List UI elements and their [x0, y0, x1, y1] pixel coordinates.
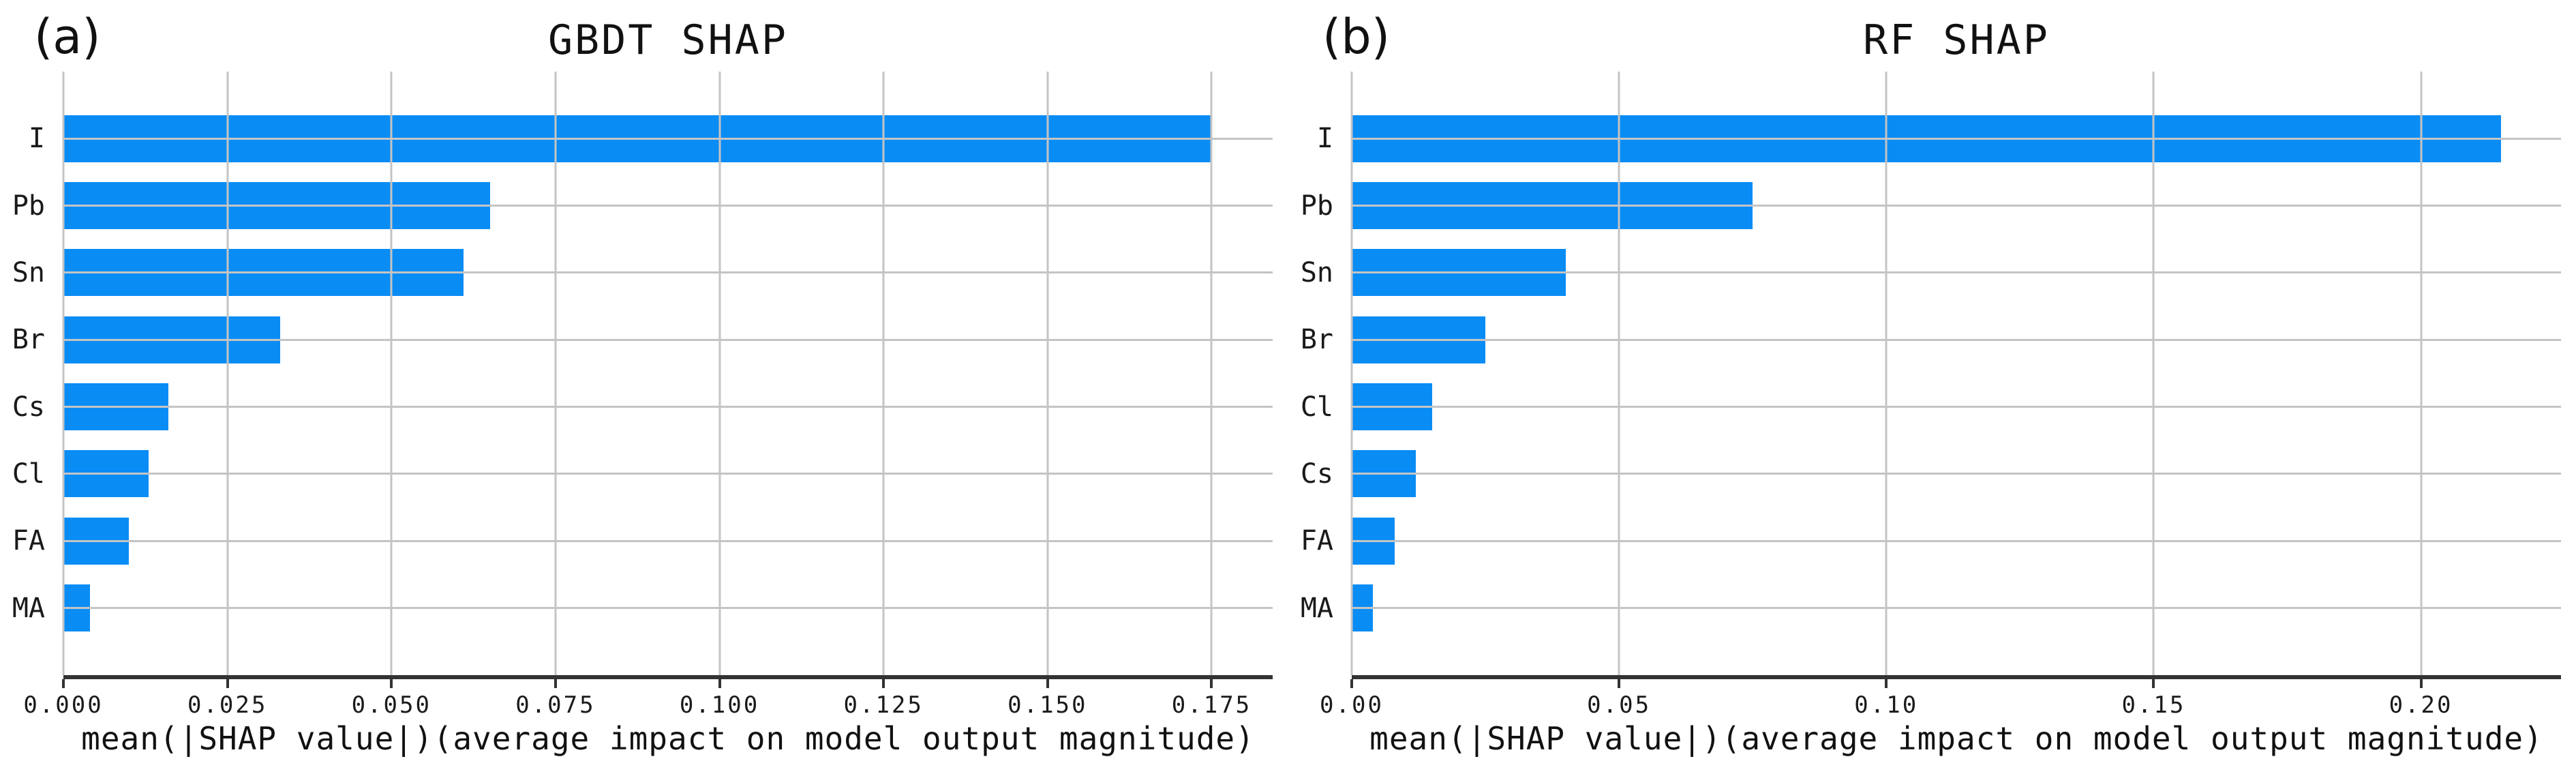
category-label-I: I [28, 123, 45, 155]
vertical-gridline-0.175 [1210, 72, 1213, 675]
x-tick-mark [62, 679, 65, 688]
vertical-gridline-0.10 [1885, 72, 1888, 675]
horizontal-gridline-Br [1352, 338, 2561, 341]
x-tick-mark [1210, 679, 1213, 688]
x-tick-mark [2419, 679, 2423, 688]
horizontal-gridline-Cl [63, 473, 1273, 475]
x-tick-mark [390, 679, 393, 688]
x-tick-label: 0.100 [679, 691, 760, 719]
x-tick-label: 0.15 [2121, 691, 2186, 719]
category-label-Br: Br [1300, 324, 1333, 356]
x-tick-label: 0.125 [843, 691, 924, 719]
x-tick-label: 0.00 [1320, 691, 1384, 719]
x-axis-line [63, 675, 1273, 679]
category-label-Cl: Cl [1300, 391, 1333, 423]
category-label-Br: Br [12, 324, 45, 356]
category-label-MA: MA [1300, 592, 1333, 624]
vertical-gridline-0.15 [2152, 72, 2155, 675]
y-axis-category-labels: I Pb Sn Br Cs Cl FA MA [0, 72, 45, 675]
horizontal-gridline-FA [63, 539, 1273, 542]
x-tick-mark [554, 679, 557, 688]
x-tick-mark [226, 679, 229, 688]
vertical-gridline-0.00 [1350, 72, 1353, 675]
horizontal-gridline-I [1352, 137, 2561, 140]
category-label-Sn: Sn [12, 256, 45, 288]
category-label-Cs: Cs [1300, 458, 1333, 490]
x-tick-mark [2152, 679, 2155, 688]
horizontal-gridline-Sn [63, 271, 1273, 274]
panel-rf-shap: (b) RF SHAP I Pb Sn Br Cl Cs FA MA 0.00 0.05 0.10… [1288, 0, 2576, 774]
category-label-Pb: Pb [12, 190, 45, 222]
panel-label-a: (a) [34, 9, 101, 65]
x-tick-label: 0.050 [351, 691, 431, 719]
vertical-gridline-0.150 [1046, 72, 1049, 675]
vertical-gridline-0.100 [718, 72, 721, 675]
plot-area-rf: 0.00 0.05 0.10 0.15 0.20 [1320, 72, 2561, 719]
vertical-gridline-0.000 [62, 72, 65, 675]
horizontal-gridline-FA [1352, 539, 2561, 542]
chart-title-rf: RF SHAP [1863, 16, 2050, 64]
x-axis-label: mean(|SHAP value|)(average impact on mod… [81, 720, 1255, 757]
category-label-FA: FA [1300, 525, 1333, 557]
category-label-I: I [1316, 123, 1333, 155]
horizontal-gridline-Cl [1352, 406, 2561, 408]
x-tick-mark [1618, 679, 1621, 688]
category-label-Pb: Pb [1300, 190, 1333, 222]
category-label-MA: MA [12, 592, 45, 624]
plot-area-gbdt: 0.000 0.025 0.050 0.075 0.100 0.125 0.150 0.175 [23, 72, 1273, 719]
horizontal-gridline-Pb [1352, 205, 2561, 207]
horizontal-gridline-Cs [1352, 473, 2561, 475]
horizontal-gridline-MA [1352, 607, 2561, 610]
x-tick-label: 0.10 [1854, 691, 1919, 719]
x-tick-label: 0.175 [1171, 691, 1252, 719]
y-axis-category-labels: I Pb Sn Br Cl Cs FA MA [1288, 72, 1333, 675]
x-tick-label: 0.05 [1587, 691, 1652, 719]
category-label-FA: FA [12, 525, 45, 557]
vertical-gridline-0.20 [2420, 72, 2423, 675]
vertical-gridline-0.075 [554, 72, 557, 675]
x-tick-mark [1885, 679, 1888, 688]
horizontal-gridline-Br [63, 338, 1273, 341]
x-axis-line [1352, 675, 2561, 679]
horizontal-gridline-I [63, 137, 1273, 140]
x-tick-mark [1046, 679, 1049, 688]
x-tick-label: 0.150 [1007, 691, 1088, 719]
x-tick-label: 0.000 [23, 691, 104, 719]
vertical-gridline-0.125 [882, 72, 885, 675]
vertical-gridline-0.050 [390, 72, 393, 675]
x-tick-label: 0.025 [187, 691, 268, 719]
horizontal-gridline-Sn [1352, 271, 2561, 274]
horizontal-gridline-MA [63, 607, 1273, 610]
x-axis-label: mean(|SHAP value|)(average impact on mod… [1369, 720, 2543, 757]
panel-label-b: (b) [1322, 9, 1391, 65]
panel-gbdt-shap: (a) GBDT SHAP I Pb Sn Br Cs Cl FA MA 0.000 0.025… [0, 9, 1273, 757]
x-tick-mark [1350, 679, 1353, 688]
horizontal-gridline-Pb [63, 205, 1273, 207]
category-label-Cl: Cl [12, 458, 45, 490]
x-tick-mark [718, 679, 721, 688]
category-label-Cs: Cs [12, 391, 45, 423]
category-label-Sn: Sn [1300, 256, 1333, 288]
horizontal-gridline-Cs [63, 406, 1273, 408]
x-tick-label: 0.20 [2389, 691, 2453, 719]
x-tick-label: 0.075 [515, 691, 596, 719]
x-tick-mark [882, 679, 885, 688]
vertical-gridline-0.05 [1618, 72, 1620, 675]
vertical-gridline-0.025 [226, 72, 229, 675]
chart-title-gbdt: GBDT SHAP [547, 16, 789, 64]
